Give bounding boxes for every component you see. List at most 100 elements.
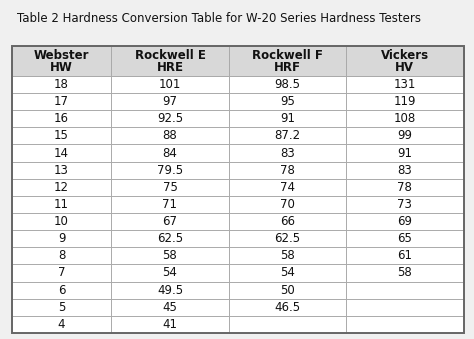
Bar <box>12 162 111 179</box>
Bar <box>346 46 464 76</box>
Bar <box>346 179 464 196</box>
Text: 75: 75 <box>163 181 177 194</box>
Bar <box>228 144 346 162</box>
Text: 83: 83 <box>280 146 295 160</box>
Bar <box>228 93 346 110</box>
Text: 71: 71 <box>163 198 177 211</box>
Text: 70: 70 <box>280 198 295 211</box>
Bar <box>111 76 228 93</box>
Bar <box>346 144 464 162</box>
Text: HRE: HRE <box>156 61 183 74</box>
Bar <box>228 230 346 247</box>
Text: 95: 95 <box>280 95 295 108</box>
Bar <box>346 93 464 110</box>
Text: 46.5: 46.5 <box>274 301 301 314</box>
Bar <box>346 162 464 179</box>
Text: 108: 108 <box>394 112 416 125</box>
Bar <box>12 299 111 316</box>
Bar <box>346 196 464 213</box>
Bar <box>12 213 111 230</box>
Bar <box>346 230 464 247</box>
Bar <box>111 264 228 281</box>
Bar <box>228 316 346 333</box>
Bar <box>346 196 464 213</box>
Bar <box>228 93 346 110</box>
Bar <box>346 144 464 162</box>
Bar <box>111 162 228 179</box>
Bar <box>111 230 228 247</box>
Bar <box>346 230 464 247</box>
Text: 58: 58 <box>280 249 295 262</box>
Bar <box>228 264 346 281</box>
Text: 78: 78 <box>280 164 295 177</box>
Text: 50: 50 <box>280 283 295 297</box>
Bar <box>12 281 111 299</box>
Text: Rockwell F: Rockwell F <box>252 49 323 62</box>
Bar <box>12 247 111 264</box>
Text: 7: 7 <box>58 266 65 279</box>
Text: 58: 58 <box>163 249 177 262</box>
Text: Vickers: Vickers <box>381 49 429 62</box>
Bar <box>111 299 228 316</box>
Bar <box>228 316 346 333</box>
Bar <box>228 76 346 93</box>
Bar <box>12 127 111 144</box>
Bar <box>111 316 228 333</box>
Bar <box>111 162 228 179</box>
Bar <box>346 76 464 93</box>
Text: 16: 16 <box>54 112 69 125</box>
Text: 15: 15 <box>54 129 69 142</box>
Bar <box>228 247 346 264</box>
Bar <box>346 247 464 264</box>
Bar <box>12 247 111 264</box>
Bar <box>111 144 228 162</box>
Text: 5: 5 <box>58 301 65 314</box>
Bar <box>346 213 464 230</box>
Bar <box>346 46 464 76</box>
Bar <box>12 299 111 316</box>
Text: 6: 6 <box>58 283 65 297</box>
Text: 131: 131 <box>394 78 416 91</box>
Text: 62.5: 62.5 <box>157 232 183 245</box>
Text: 12: 12 <box>54 181 69 194</box>
Bar <box>12 46 464 333</box>
Text: 65: 65 <box>397 232 412 245</box>
Bar <box>228 281 346 299</box>
Text: HRF: HRF <box>274 61 301 74</box>
Bar <box>12 196 111 213</box>
Bar <box>228 247 346 264</box>
Bar <box>12 264 111 281</box>
Bar <box>228 46 346 76</box>
Bar <box>228 299 346 316</box>
Bar <box>12 144 111 162</box>
Bar <box>12 213 111 230</box>
Bar <box>346 264 464 281</box>
Bar <box>228 46 346 76</box>
Text: 62.5: 62.5 <box>274 232 301 245</box>
Bar <box>111 316 228 333</box>
Bar <box>346 299 464 316</box>
Text: 58: 58 <box>398 266 412 279</box>
Text: 91: 91 <box>397 146 412 160</box>
Text: 67: 67 <box>163 215 177 228</box>
Text: Webster: Webster <box>34 49 89 62</box>
Bar <box>111 213 228 230</box>
Bar <box>228 281 346 299</box>
Text: 73: 73 <box>397 198 412 211</box>
Bar <box>228 162 346 179</box>
Bar <box>12 110 111 127</box>
Bar <box>111 196 228 213</box>
Bar <box>12 110 111 127</box>
Text: HV: HV <box>395 61 414 74</box>
Bar <box>111 110 228 127</box>
Text: 98.5: 98.5 <box>274 78 301 91</box>
Bar <box>228 179 346 196</box>
Bar <box>346 281 464 299</box>
Text: 49.5: 49.5 <box>157 283 183 297</box>
Bar <box>228 196 346 213</box>
Bar <box>228 110 346 127</box>
Bar <box>111 213 228 230</box>
Bar <box>228 179 346 196</box>
Bar <box>346 299 464 316</box>
Text: 97: 97 <box>163 95 177 108</box>
